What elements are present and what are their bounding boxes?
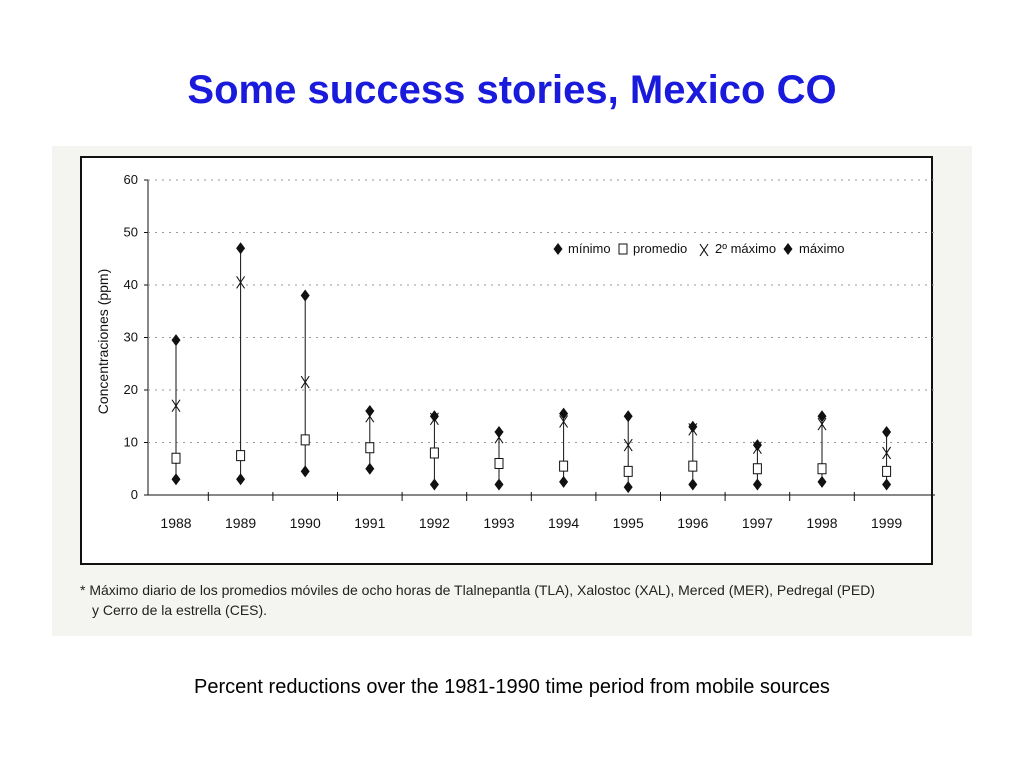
legend-maximo-label: máximo <box>799 241 845 256</box>
point-promedio <box>300 434 310 446</box>
point-2o-maximo <box>623 438 633 452</box>
y-tick-label: 40 <box>124 277 138 292</box>
point-minimo <box>494 478 504 491</box>
point-promedio <box>752 463 762 475</box>
x-tick-label: 1998 <box>806 515 837 531</box>
point-2o-maximo <box>171 399 181 413</box>
point-promedio <box>429 447 439 459</box>
x-tick-label: 1994 <box>548 515 579 531</box>
legend-maximo-marker <box>783 243 793 255</box>
legend-promedio-label: promedio <box>633 241 687 256</box>
point-promedio <box>365 442 375 454</box>
point-maximo <box>559 407 569 420</box>
point-promedio <box>559 460 569 472</box>
point-maximo <box>365 405 375 417</box>
x-tick-label: 1993 <box>483 515 514 531</box>
chart-frame: 0 10 20 30 40 50 60 1988 1989 1990 1991 1992 1993 199… <box>80 156 935 565</box>
legend-minimo-label: mínimo <box>568 241 611 256</box>
x-tick-label: 1996 <box>677 515 708 531</box>
point-minimo <box>300 465 310 478</box>
y-tick-label: 0 <box>131 487 138 502</box>
point-promedio <box>882 465 892 477</box>
legend-2o-maximo-marker <box>699 243 709 257</box>
point-maximo <box>300 289 310 302</box>
point-maximo <box>623 410 633 423</box>
point-maximo <box>429 410 439 423</box>
point-2o-maximo <box>236 276 246 289</box>
point-maximo <box>171 334 181 347</box>
footnote: * Máximo diario de los promedios móviles… <box>80 580 960 620</box>
point-promedio <box>171 452 181 464</box>
footnote-line-1: * Máximo diario de los promedios móviles… <box>80 582 875 598</box>
point-minimo <box>752 478 762 491</box>
x-tick-label: 1990 <box>290 515 321 531</box>
figure-panel: 0 10 20 30 40 50 60 1988 1989 1990 1991 1992 1993 199… <box>52 146 972 636</box>
point-promedio <box>623 465 633 477</box>
y-tick-label: 50 <box>124 225 138 240</box>
point-2o-maximo <box>300 375 310 389</box>
y-tick-label: 10 <box>124 435 138 450</box>
point-maximo <box>236 242 246 255</box>
slide-caption: Percent reductions over the 1981-1990 ti… <box>194 676 830 698</box>
point-maximo <box>688 420 698 433</box>
y-axis-title: Concentraciones (ppm) <box>95 269 111 415</box>
x-tick-label: 1991 <box>354 515 385 531</box>
point-minimo <box>623 481 633 494</box>
point-maximo <box>752 439 762 452</box>
point-minimo <box>688 478 698 491</box>
co-concentration-chart: 0 10 20 30 40 50 60 1988 1989 1990 1991 1992 1993 199… <box>95 172 935 531</box>
point-minimo <box>817 475 827 488</box>
legend-minimo-marker <box>553 243 563 255</box>
x-tick-label: 1989 <box>225 515 256 531</box>
footnote-line-2: y Cerro de la estrella (CES). <box>92 602 268 618</box>
point-minimo <box>365 462 375 475</box>
point-minimo <box>236 473 246 486</box>
x-tick-label: 1988 <box>160 515 191 531</box>
point-minimo <box>429 478 439 491</box>
legend-2o-maximo-label: 2º máximo <box>715 241 776 256</box>
point-minimo <box>559 475 569 488</box>
point-minimo <box>882 478 892 491</box>
point-maximo <box>817 410 827 423</box>
x-tick-label: 1997 <box>742 515 773 531</box>
point-maximo <box>494 426 504 438</box>
point-2o-maximo <box>817 417 827 431</box>
y-tick-label: 60 <box>124 172 138 187</box>
point-maximo <box>882 426 892 438</box>
legend-promedio-marker <box>618 243 628 255</box>
x-tick-label: 1992 <box>419 515 450 531</box>
y-tick-label: 30 <box>124 330 138 345</box>
point-minimo <box>171 473 181 486</box>
y-tick-label: 20 <box>124 382 138 397</box>
point-2o-maximo <box>882 446 892 460</box>
slide-title: Some success stories, Mexico CO <box>187 68 837 112</box>
point-promedio <box>817 463 827 475</box>
point-promedio <box>688 460 698 472</box>
point-promedio <box>236 450 246 462</box>
x-tick-label: 1999 <box>871 515 902 531</box>
point-promedio <box>494 458 504 469</box>
point-2o-maximo <box>559 415 569 428</box>
x-tick-label: 1995 <box>613 515 644 531</box>
